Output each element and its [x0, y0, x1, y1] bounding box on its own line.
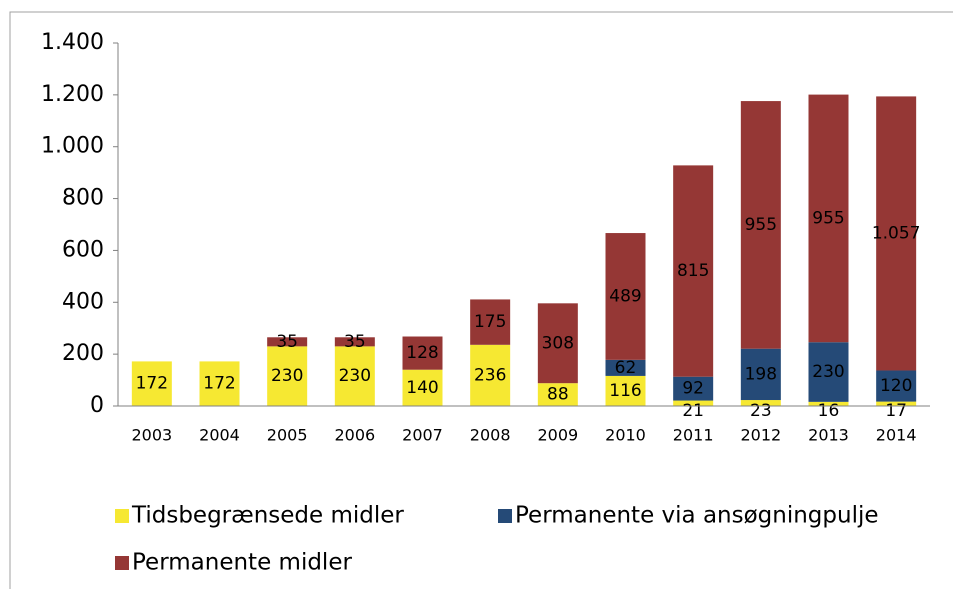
bar-segment	[740, 348, 781, 401]
y-tick-label: 400	[62, 289, 104, 314]
bar-segment	[131, 361, 172, 406]
x-tick-label: 2014	[876, 426, 917, 445]
bar-segment	[605, 375, 646, 406]
legend-label: Tidsbegrænsede midler	[131, 503, 404, 529]
value-label: 140	[406, 378, 438, 398]
value-label: 230	[271, 366, 303, 386]
bar-segment	[537, 383, 578, 406]
x-tick-label: 2012	[740, 426, 781, 445]
bar-segment	[334, 337, 375, 347]
x-tick-label: 2007	[402, 426, 443, 445]
value-label: 198	[745, 364, 777, 384]
x-tick-label: 2013	[808, 426, 849, 445]
value-label: 35	[344, 332, 366, 352]
y-tick-label: 800	[62, 186, 104, 211]
bar-segment	[267, 337, 308, 347]
x-tick-label: 2010	[605, 426, 646, 445]
value-label: 236	[474, 365, 506, 385]
bar-segment	[876, 401, 917, 406]
value-label: 21	[682, 401, 704, 421]
value-label: 172	[136, 374, 168, 394]
value-label: 489	[609, 286, 641, 306]
legend-swatch	[115, 509, 129, 523]
bar-segment	[402, 369, 443, 406]
bar-segment	[673, 376, 714, 401]
x-tick-label: 2008	[470, 426, 511, 445]
x-tick-label: 2009	[537, 426, 578, 445]
value-label: 955	[745, 215, 777, 235]
legend-label: Permanente via ansøgningpulje	[515, 503, 879, 529]
value-label: 172	[203, 374, 235, 394]
x-tick-label: 2011	[673, 426, 714, 445]
value-label: 17	[885, 401, 907, 421]
legend-swatch	[498, 509, 512, 523]
value-label: 1.057	[872, 223, 921, 243]
value-label: 815	[677, 261, 709, 281]
bar-segment	[605, 233, 646, 360]
bar-segment	[673, 400, 714, 406]
value-label: 120	[880, 376, 912, 396]
value-label: 128	[406, 343, 438, 363]
value-label: 23	[750, 401, 772, 421]
y-tick-label: 1.000	[41, 134, 104, 159]
value-label: 175	[474, 312, 506, 332]
bar-segment	[740, 400, 781, 406]
value-label: 88	[547, 385, 569, 405]
y-tick-label: 200	[62, 341, 104, 366]
y-tick-label: 0	[90, 393, 104, 418]
x-tick-label: 2003	[131, 426, 172, 445]
value-label: 116	[609, 381, 641, 401]
bar-segment	[402, 336, 443, 370]
bar-segment	[334, 346, 375, 406]
value-label: 62	[615, 358, 637, 378]
bar-segment	[740, 101, 781, 349]
y-tick-label: 600	[62, 237, 104, 262]
x-tick-label: 2005	[267, 426, 308, 445]
y-tick-label: 1.200	[41, 82, 104, 107]
bar-segment	[267, 346, 308, 406]
frame	[9, 11, 953, 589]
legend-swatch	[115, 556, 129, 570]
value-label: 230	[339, 366, 371, 386]
legend-label: Permanente midler	[132, 550, 352, 576]
bar-segment	[808, 401, 849, 406]
value-label: 35	[276, 332, 298, 352]
bar-segment	[673, 165, 714, 377]
x-tick-label: 2006	[334, 426, 375, 445]
bar-segment	[876, 96, 917, 371]
value-label: 230	[812, 362, 844, 382]
value-label: 16	[818, 401, 840, 421]
value-label: 955	[812, 208, 844, 228]
bar-segment	[876, 370, 917, 402]
value-label: 92	[682, 379, 704, 399]
bar-segment	[537, 303, 578, 384]
bar-segment	[470, 299, 511, 345]
bar-segment	[808, 342, 849, 402]
y-tick-label: 1.400	[41, 30, 104, 55]
x-tick-label: 2004	[199, 426, 240, 445]
value-label: 308	[542, 333, 574, 353]
bar-segment	[470, 344, 511, 406]
bar-segment	[808, 94, 849, 343]
bar-segment	[199, 361, 240, 406]
bar-segment	[605, 359, 646, 376]
